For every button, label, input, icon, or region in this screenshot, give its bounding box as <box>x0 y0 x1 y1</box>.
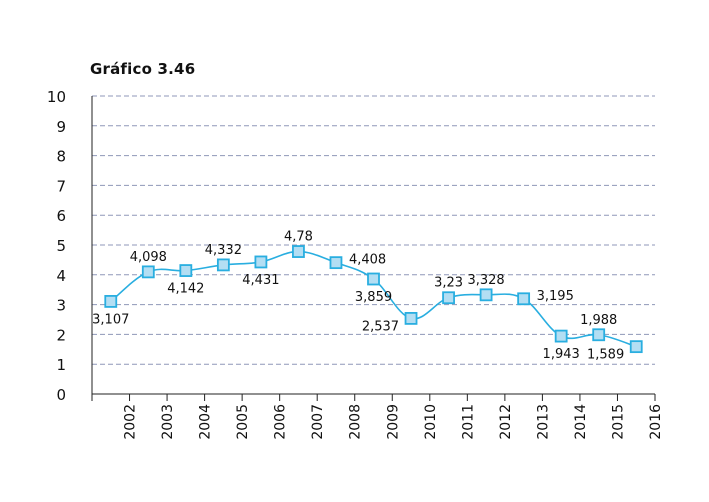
data-point-marker <box>141 265 155 279</box>
data-label: 3,859 <box>355 290 392 305</box>
x-tick-label: 2015 <box>610 404 626 440</box>
data-point-marker <box>254 255 268 269</box>
y-tick-label: 4 <box>56 267 66 285</box>
y-tick-label: 10 <box>47 88 66 106</box>
x-tick-label: 2003 <box>160 404 176 440</box>
data-label: 3,328 <box>467 273 504 288</box>
gridlines <box>92 95 655 365</box>
x-tick-label: 2005 <box>235 404 251 440</box>
data-label: 4,142 <box>167 282 204 297</box>
y-tick-label: 5 <box>56 237 66 255</box>
x-tick-label: 2014 <box>573 404 589 440</box>
x-tick-label: 2011 <box>460 404 476 440</box>
y-tick-label: 7 <box>56 177 66 195</box>
y-tick-label: 8 <box>56 148 66 166</box>
x-tick-label: 2007 <box>310 404 326 440</box>
y-tick-label: 6 <box>56 207 66 225</box>
x-tick-labels: 2002 2003 2004 2005 2006 2007 2008 2009 2010 2011… <box>123 404 664 440</box>
data-point-marker <box>404 311 418 325</box>
y-tick-label: 3 <box>56 297 66 315</box>
data-point-marker <box>292 245 305 258</box>
data-label: 4,098 <box>130 250 167 265</box>
axes <box>91 96 656 401</box>
data-label: 4,431 <box>242 273 279 288</box>
x-tick-label: 2013 <box>535 404 551 440</box>
data-point-marker <box>367 272 380 286</box>
data-label: 1,943 <box>543 347 580 362</box>
data-point-marker <box>329 256 343 270</box>
data-point-marker <box>554 329 568 343</box>
y-tick-label: 0 <box>56 386 66 404</box>
data-point-marker <box>442 291 455 305</box>
data-label: 3,23 <box>434 276 463 291</box>
data-label: 2,537 <box>362 319 399 334</box>
x-tick-label: 2016 <box>648 404 664 440</box>
data-point-marker <box>216 258 230 272</box>
x-tick-label: 2010 <box>423 404 439 440</box>
data-point-marker <box>104 295 118 308</box>
y-tick-label: 2 <box>56 326 66 344</box>
data-label: 4,332 <box>205 243 242 258</box>
data-point-marker <box>629 340 643 354</box>
y-tick-label: 1 <box>56 356 66 374</box>
data-label: 1,589 <box>587 348 624 363</box>
data-label: 4,78 <box>284 230 313 245</box>
data-point-marker <box>592 328 606 342</box>
x-tick-label: 2012 <box>498 404 514 440</box>
data-label: 1,988 <box>580 313 617 328</box>
x-tick-label: 2004 <box>198 404 214 440</box>
x-tick-label: 2008 <box>348 404 364 440</box>
data-point-marker <box>179 264 193 277</box>
data-markers <box>104 245 643 354</box>
data-label: 3,107 <box>92 312 129 327</box>
x-tick-label: 2009 <box>385 404 401 440</box>
y-tick-labels: 0 1 2 3 4 5 6 7 8 9 10 <box>47 88 66 404</box>
data-point-marker <box>517 292 531 306</box>
y-tick-label: 9 <box>56 118 66 136</box>
data-point-marker <box>479 288 493 302</box>
x-tick-label: 2006 <box>273 404 289 440</box>
chart-title: Gráfico 3.46 <box>90 60 196 78</box>
data-label: 4,408 <box>349 253 386 268</box>
data-label: 3,195 <box>537 289 574 304</box>
x-tick-label: 2002 <box>123 404 139 440</box>
